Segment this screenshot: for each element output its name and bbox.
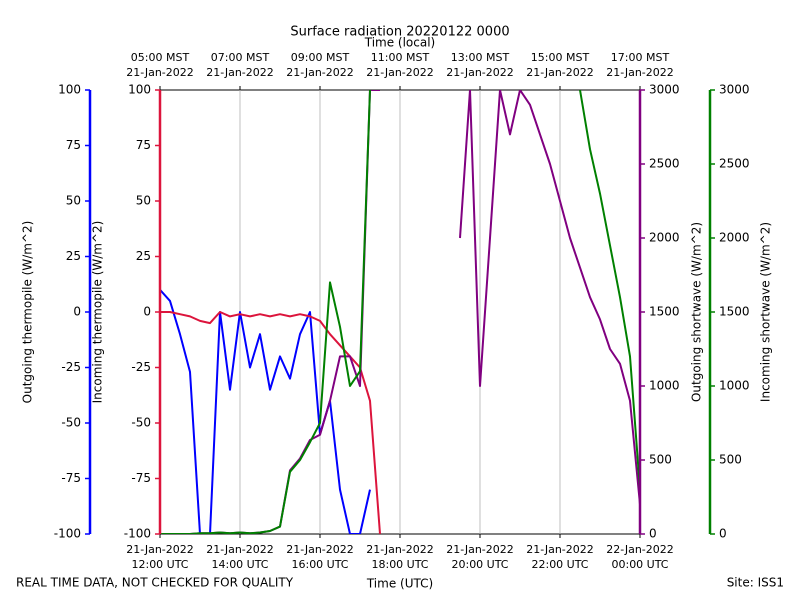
x2-axis-label: Time (local) — [364, 36, 436, 50]
x-tick-label: 11:00 MST — [371, 51, 430, 64]
x-tick-label: 21-Jan-2022 — [366, 543, 434, 556]
x-tick-label: 16:00 UTC — [291, 558, 348, 571]
x-tick-label: 18:00 UTC — [371, 558, 428, 571]
y-tick-label: 3000 — [649, 83, 680, 97]
y-tick-label: 75 — [66, 138, 81, 152]
grid — [239, 90, 561, 534]
y-tick-label: 2000 — [719, 231, 750, 245]
x-tick-label: 21-Jan-2022 — [606, 66, 674, 79]
y-tick-label: 75 — [136, 138, 151, 152]
x-tick-label: 21-Jan-2022 — [366, 66, 434, 79]
x-tick-label: 21-Jan-2022 — [526, 543, 594, 556]
x-tick-label: 12:00 UTC — [131, 558, 188, 571]
y-tick-label: 0 — [73, 305, 81, 319]
chart-title: Surface radiation 20220122 0000 — [290, 25, 509, 40]
x-tick-label: 21-Jan-2022 — [446, 543, 514, 556]
x-tick-label: 21-Jan-2022 — [126, 543, 194, 556]
y-tick-label: 0 — [719, 527, 727, 541]
data-line — [160, 289, 371, 534]
x-tick-label: 22-Jan-2022 — [606, 543, 674, 556]
x-tick-label: 14:00 UTC — [211, 558, 268, 571]
y-tick-label: -50 — [131, 416, 151, 430]
y-tick-label: 2500 — [649, 157, 680, 171]
data-line — [160, 90, 640, 534]
x-tick-label: 15:00 MST — [531, 51, 590, 64]
plot-lines — [160, 90, 640, 534]
x-tick-label: 22:00 UTC — [531, 558, 588, 571]
y-tick-label: -100 — [124, 527, 151, 541]
y-axis-label: Outgoing thermopile (W/m^2) — [21, 221, 35, 404]
site-label: Site: ISS1 — [727, 576, 784, 590]
y-tick-label: 50 — [136, 194, 151, 208]
y-tick-label: -25 — [131, 360, 151, 374]
y-tick-label: -100 — [54, 527, 81, 541]
y-tick-label: 1500 — [649, 305, 680, 319]
x-tick-label: 21-Jan-2022 — [526, 66, 594, 79]
y-tick-label: 25 — [66, 249, 81, 263]
y-tick-label: 3000 — [719, 83, 750, 97]
y-axis-label: Outgoing shortwave (W/m^2) — [690, 222, 704, 402]
y-tick-label: -50 — [61, 416, 81, 430]
y-tick-label: 1000 — [719, 379, 750, 393]
x-tick-label: 09:00 MST — [291, 51, 350, 64]
y-tick-label: 50 — [66, 194, 81, 208]
y-tick-label: -75 — [131, 471, 151, 485]
y-tick-label: 2000 — [649, 231, 680, 245]
x-tick-label: 00:00 UTC — [611, 558, 668, 571]
footer-note: REAL TIME DATA, NOT CHECKED FOR QUALITY — [16, 576, 294, 590]
x-tick-label: 21-Jan-2022 — [446, 66, 514, 79]
x-axis-label: Time (UTC) — [366, 577, 433, 591]
y-tick-label: -75 — [61, 471, 81, 485]
x-tick-label: 21-Jan-2022 — [286, 543, 354, 556]
x-tick-label: 05:00 MST — [131, 51, 190, 64]
x-tick-label: 21-Jan-2022 — [126, 66, 194, 79]
y-tick-label: 25 — [136, 249, 151, 263]
y-tick-label: 500 — [649, 453, 672, 467]
x-tick-label: 17:00 MST — [611, 51, 670, 64]
x-tick-label: 13:00 MST — [451, 51, 510, 64]
y-tick-label: 100 — [58, 83, 81, 97]
x-tick-label: 20:00 UTC — [451, 558, 508, 571]
y-tick-label: 0 — [649, 527, 657, 541]
y-tick-label: 0 — [143, 305, 151, 319]
y-tick-label: 500 — [719, 453, 742, 467]
x-tick-label: 21-Jan-2022 — [206, 66, 274, 79]
x-tick-label: 21-Jan-2022 — [286, 66, 354, 79]
y-tick-label: 100 — [128, 83, 151, 97]
y-axis-label: Incoming thermopile (W/m^2) — [91, 221, 105, 404]
y-tick-label: 1500 — [719, 305, 750, 319]
y-tick-label: 1000 — [649, 379, 680, 393]
y-tick-label: -25 — [61, 360, 81, 374]
y-tick-label: 2500 — [719, 157, 750, 171]
x-tick-label: 07:00 MST — [211, 51, 270, 64]
x-tick-label: 21-Jan-2022 — [206, 543, 274, 556]
y-axis-label: Incoming shortwave (W/m^2) — [759, 222, 773, 402]
